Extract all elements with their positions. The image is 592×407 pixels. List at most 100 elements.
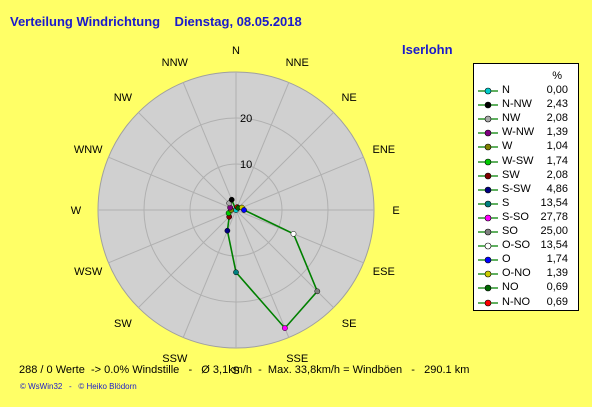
legend-direction: NO	[502, 281, 519, 294]
legend-value: 1,74	[546, 154, 568, 167]
direction-label-wsw: WSW	[74, 266, 103, 278]
radial-tick-label: 10	[240, 159, 252, 171]
data-point-sse	[282, 325, 288, 331]
legend-value: 1,39	[546, 267, 568, 280]
credits: © WsWin32 - © Heiko Blödorn	[20, 382, 137, 391]
legend-row: SO 25,00	[474, 225, 578, 239]
direction-label-sse: SSE	[286, 353, 308, 365]
legend-row: S 13,54	[474, 197, 578, 211]
legend-direction: S	[502, 196, 510, 209]
legend-value: 1,74	[546, 253, 568, 266]
legend-value: 2,08	[546, 168, 568, 181]
legend-swatch	[478, 214, 498, 222]
legend-direction: N	[502, 84, 510, 96]
legend-value: 2,08	[546, 112, 568, 125]
polar-series	[224, 196, 321, 331]
legend-direction: S-SW	[502, 182, 531, 195]
direction-label-w: W	[71, 205, 82, 217]
legend-direction: O-SO	[502, 239, 531, 252]
legend-row: NO 0,69	[474, 281, 578, 295]
legend-row: S-SW 4,86	[474, 183, 578, 197]
spoke-line	[235, 209, 364, 264]
direction-label-nne: NNE	[286, 57, 309, 69]
legend-row: O-SO 13,54	[474, 239, 578, 253]
legend-value: 0,00	[546, 84, 568, 96]
direction-label-n: N	[232, 45, 240, 57]
direction-label-nw: NW	[114, 92, 133, 104]
spoke-line	[108, 209, 237, 264]
direction-label-s: S	[232, 365, 239, 377]
data-point-s	[233, 269, 239, 276]
legend-swatch	[478, 129, 498, 137]
legend-row: N-NO 0,69	[474, 296, 578, 310]
data-point-ese	[290, 230, 297, 237]
direction-label-ne: NE	[341, 92, 356, 104]
direction-label-se: SE	[342, 318, 357, 330]
legend-row: W 1,04	[474, 140, 578, 154]
legend-row: S-SO 27,78	[474, 211, 578, 225]
legend-direction: SO	[502, 225, 518, 237]
legend-value: 1,04	[546, 140, 568, 153]
data-point-e	[241, 207, 247, 213]
legend-value: 27,78	[540, 210, 568, 223]
legend-swatch	[478, 144, 498, 151]
direction-label-ene: ENE	[372, 144, 395, 156]
legend-row: O 1,74	[474, 253, 578, 267]
direction-label-nnw: NNW	[162, 57, 189, 69]
legend-direction: S-SO	[502, 210, 529, 223]
legend-swatch	[478, 285, 498, 292]
spoke-line	[138, 209, 237, 308]
legend-swatch	[478, 115, 498, 123]
chart-title: Verteilung Windrichtung Dienstag, 08.05.…	[10, 14, 302, 29]
legend-row: N-NW 2,43	[474, 98, 578, 112]
data-point-nnw	[228, 196, 235, 203]
direction-label-e: E	[392, 205, 399, 217]
spoke-line	[235, 209, 290, 338]
legend-swatch	[478, 270, 498, 278]
radial-tick-label: 20	[240, 113, 252, 125]
legend-value: 13,54	[540, 196, 568, 209]
summary-footer: 288 / 0 Werte -> 0.0% Windstille - Ø 3,1…	[19, 364, 470, 376]
legend-swatch	[478, 101, 498, 109]
data-point-ssw	[224, 227, 231, 234]
legend-swatch	[478, 172, 498, 179]
legend-swatch	[478, 87, 498, 95]
legend-value: 1,39	[546, 126, 568, 139]
legend-value: 13,54	[540, 239, 568, 252]
legend-swatch	[478, 158, 498, 165]
legend-direction: O	[502, 253, 511, 266]
spoke-line	[138, 112, 237, 211]
direction-labels: N NNE NE ENE E ESE SE SSE S SSW SW WSW W WNW NW NNW	[71, 45, 400, 377]
legend-direction: W-SW	[502, 154, 534, 167]
legend-swatch	[478, 242, 498, 250]
legend-swatch	[478, 256, 498, 264]
legend-value: 25,00	[540, 225, 568, 237]
legend: % N 0,00 N-NW 2,43 NW 2,08 W-NW 1,39 W 1,04 W-SW 1,…	[473, 63, 579, 311]
legend-direction: W	[502, 140, 513, 153]
direction-label-wnw: WNW	[74, 144, 103, 156]
location-label: Iserlohn	[402, 42, 453, 57]
legend-direction: SW	[502, 168, 520, 181]
legend-row: O-NO 1,39	[474, 267, 578, 281]
legend-value: 4,86	[546, 182, 568, 195]
legend-direction: W-NW	[502, 126, 535, 139]
legend-value: 0,69	[546, 281, 568, 294]
legend-row: N 0,00	[474, 84, 578, 98]
legend-swatch	[478, 299, 498, 306]
spoke-line	[108, 156, 237, 211]
direction-label-ese: ESE	[373, 266, 395, 278]
spoke-line	[235, 156, 364, 211]
legend-direction: O-NO	[502, 267, 531, 280]
legend-unit: %	[552, 70, 562, 82]
spoke-line	[182, 82, 237, 211]
legend-row: NW 2,08	[474, 112, 578, 126]
direction-label-sw: SW	[114, 318, 132, 330]
spoke-line	[235, 82, 290, 211]
legend-direction: N-NO	[502, 295, 531, 308]
legend-value: 2,43	[546, 98, 568, 111]
legend-swatch	[478, 186, 498, 193]
legend-row: W-SW 1,74	[474, 155, 578, 169]
legend-row: W-NW 1,39	[474, 126, 578, 140]
